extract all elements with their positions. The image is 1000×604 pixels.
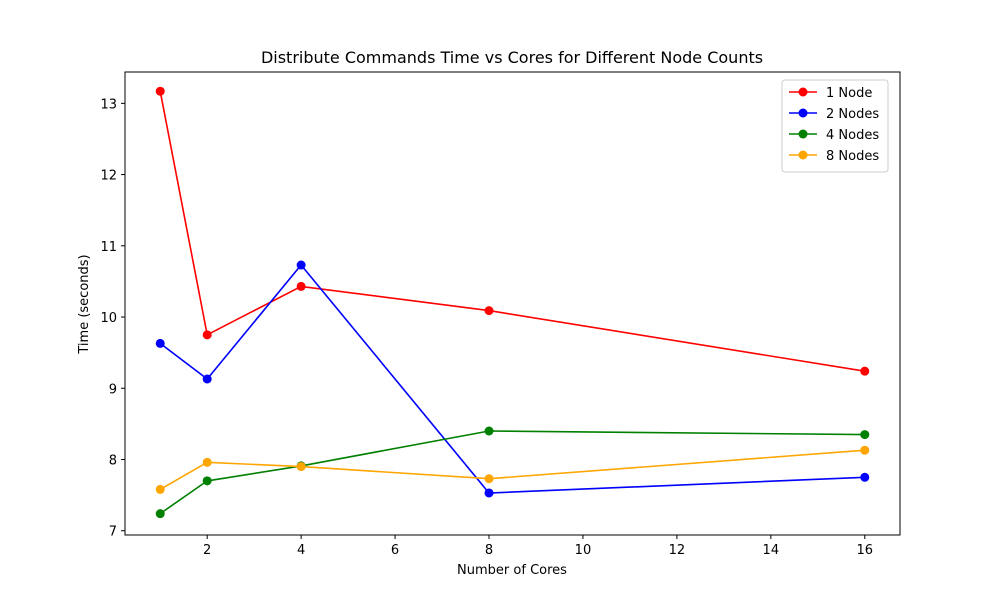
x-tick-label: 6 (391, 543, 399, 558)
data-point (155, 338, 165, 348)
series-line (159, 449, 865, 491)
x-tick-label: 2 (203, 543, 211, 558)
legend-label: 1 Node (826, 86, 872, 101)
x-axis: 2 4 6 8 10 12 14 16 (203, 535, 873, 558)
data-point (202, 330, 212, 340)
data-point (484, 474, 494, 484)
data-point (202, 476, 212, 486)
x-tick-label: 14 (763, 543, 780, 558)
x-tick-label: 12 (669, 543, 686, 558)
legend-item: 4 Nodes (789, 128, 879, 143)
data-point (155, 509, 165, 519)
plot-area (155, 86, 870, 519)
data-point (484, 426, 494, 436)
data-point (155, 86, 165, 96)
x-tick-label: 4 (297, 543, 305, 558)
legend-marker (798, 129, 808, 139)
data-point (202, 457, 212, 467)
legend-label: 4 Nodes (826, 128, 879, 143)
chart-title: Distribute Commands Time vs Cores for Di… (261, 48, 763, 67)
y-tick-label: 12 (100, 169, 117, 184)
y-tick-label: 8 (109, 453, 117, 468)
data-point (860, 445, 870, 455)
series-3 (155, 426, 870, 519)
data-point (484, 306, 494, 316)
y-tick-label: 10 (100, 311, 117, 326)
x-tick-label: 16 (856, 543, 873, 558)
y-axis-label: Time (seconds) (77, 254, 92, 354)
data-point (202, 374, 212, 384)
series-4 (155, 445, 870, 494)
legend-marker (798, 150, 808, 160)
series-line (159, 430, 865, 515)
legend-label: 2 Nodes (826, 107, 879, 122)
y-tick-label: 13 (100, 97, 117, 112)
y-tick-label: 11 (100, 240, 117, 255)
series-2 (155, 260, 870, 498)
data-point (296, 281, 306, 291)
data-point (296, 462, 306, 472)
legend-label: 8 Nodes (826, 149, 879, 164)
x-axis-label: Number of Cores (457, 563, 567, 578)
data-point (860, 472, 870, 482)
data-point (484, 488, 494, 498)
data-point (155, 484, 165, 494)
legend: 1 Node 2 Nodes 4 Nodes 8 Nodes (781, 79, 889, 173)
data-point (860, 430, 870, 440)
data-point (296, 260, 306, 270)
series-line (159, 91, 865, 372)
x-tick-label: 8 (485, 543, 493, 558)
x-tick-label: 10 (575, 543, 592, 558)
legend-item: 1 Node (789, 86, 872, 101)
y-axis: 7 8 9 10 11 12 13 (100, 97, 125, 540)
axes-frame (124, 71, 901, 536)
y-tick-label: 7 (109, 525, 117, 540)
data-point (860, 366, 870, 376)
legend-box (781, 79, 889, 173)
legend-item: 2 Nodes (789, 107, 879, 122)
legend-marker (798, 87, 808, 97)
legend-item: 8 Nodes (789, 149, 879, 164)
y-tick-label: 9 (109, 382, 117, 397)
legend-marker (798, 108, 808, 118)
series-1 (155, 86, 870, 376)
